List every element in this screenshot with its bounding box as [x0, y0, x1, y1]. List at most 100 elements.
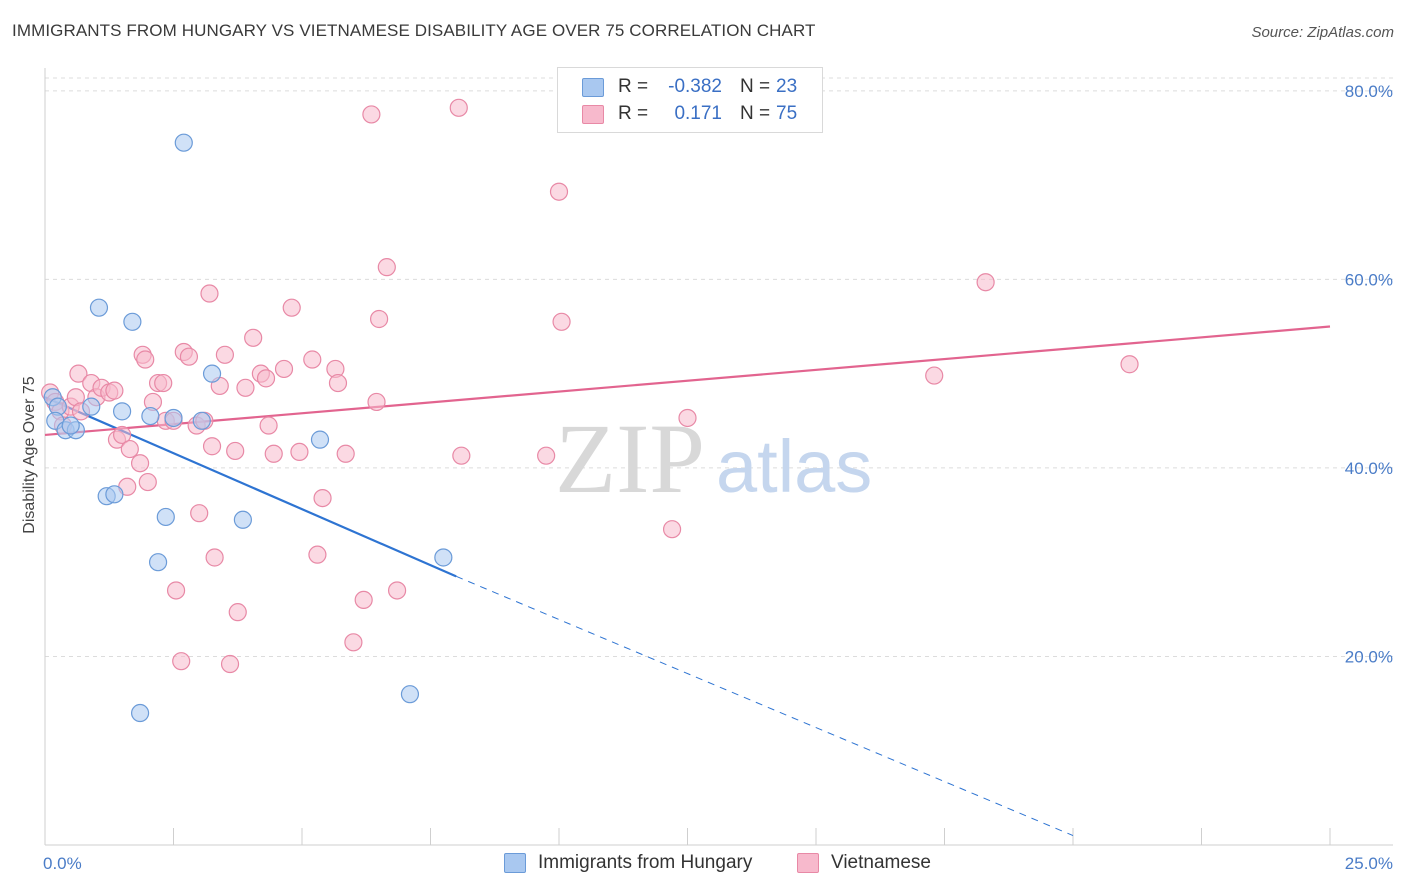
legend-n-label: N = [740, 103, 771, 124]
legend-item-hungary[interactable]: Immigrants from Hungary [504, 852, 752, 874]
legend-item-vietnamese[interactable]: Vietnamese [797, 852, 931, 874]
point-vietnamese [105, 381, 124, 400]
point-hungary [310, 430, 330, 449]
point-vietnamese [552, 312, 571, 331]
point-vietnamese [549, 182, 569, 201]
point-hungary [174, 133, 193, 152]
y-tick-label: 60.0% [1345, 270, 1393, 289]
point-vietnamese [215, 345, 234, 364]
legend-swatch-blue [582, 77, 604, 97]
point-vietnamese [259, 416, 278, 435]
y-tick-label: 40.0% [1345, 459, 1393, 478]
watermark: ZIP atlas [555, 403, 872, 514]
point-vietnamese [678, 408, 697, 428]
point-vietnamese [256, 369, 276, 388]
point-vietnamese [308, 545, 327, 564]
point-hungary [123, 312, 142, 331]
point-vietnamese [662, 520, 682, 539]
point-vietnamese [236, 378, 255, 397]
point-hungary [164, 408, 183, 428]
point-hungary [148, 553, 168, 572]
point-hungary [202, 364, 222, 383]
point-hungary [156, 507, 175, 527]
point-hungary [130, 703, 150, 723]
point-vietnamese [244, 328, 263, 347]
chart-title: IMMIGRANTS FROM HUNGARY VS VIETNAMESE DI… [12, 21, 816, 40]
point-vietnamese [537, 446, 556, 465]
y-axis-label: Disability Age Over 75 [21, 376, 38, 534]
legend-row-vietnamese: R = 0.171 N = 75 [582, 101, 797, 127]
legend-swatch-pink [582, 104, 604, 124]
series-legend: Immigrants from Hungary Vietnamese [0, 852, 1406, 878]
legend-row-hungary: R = -0.382 N = 23 [582, 74, 797, 100]
x-tick-max: 25.0% [1345, 854, 1393, 873]
point-hungary [89, 298, 109, 317]
source-label: Source: ZipAtlas.com [1251, 24, 1394, 41]
point-vietnamese [130, 454, 150, 473]
point-vietnamese [264, 444, 283, 463]
stats-legend: R = -0.382 N = 23 R = 0.171 N = 75 [557, 67, 823, 133]
legend-r-label: R = [618, 103, 649, 124]
point-vietnamese [313, 488, 332, 508]
point-vietnamese [387, 581, 407, 600]
point-vietnamese [976, 273, 995, 292]
point-hungary [82, 397, 101, 416]
legend-n-value: 23 [776, 76, 798, 97]
point-vietnamese [172, 652, 191, 671]
point-vietnamese [190, 504, 209, 523]
point-hungary [112, 402, 132, 421]
point-vietnamese [452, 446, 471, 465]
point-vietnamese [328, 373, 348, 393]
points-layer [41, 98, 1139, 723]
point-vietnamese [336, 444, 355, 463]
legend-n-value: 75 [776, 103, 798, 124]
point-vietnamese [925, 366, 944, 385]
legend-label-vietnamese: Vietnamese [831, 852, 931, 873]
point-vietnamese [166, 581, 186, 600]
point-vietnamese [69, 364, 88, 383]
point-vietnamese [138, 472, 157, 492]
point-vietnamese [226, 441, 245, 461]
legend-r-label: R = [618, 76, 649, 97]
grid-layer: 20.0% 40.0% 60.0% 80.0% [45, 77, 1393, 666]
x-tick-min: 0.0% [43, 854, 82, 873]
point-vietnamese [370, 309, 389, 329]
point-vietnamese [362, 105, 381, 124]
point-vietnamese [274, 359, 294, 379]
legend-n-label: N = [740, 76, 771, 97]
y-tick-label: 80.0% [1345, 82, 1393, 101]
trendline-hungary-extension [456, 575, 1074, 837]
point-vietnamese [220, 654, 240, 674]
point-vietnamese [282, 298, 301, 317]
legend-r-value: 0.171 [674, 103, 722, 124]
legend-swatch-pink [797, 853, 819, 873]
trendline-vietnamese [44, 325, 1331, 437]
point-vietnamese [202, 437, 222, 456]
point-vietnamese [367, 392, 386, 412]
point-vietnamese [179, 347, 199, 366]
trendline-hungary [44, 396, 457, 578]
point-vietnamese [228, 603, 247, 622]
point-hungary [61, 416, 80, 435]
point-hungary [233, 510, 252, 529]
trend-layer [44, 325, 1331, 837]
point-vietnamese [290, 442, 309, 462]
point-vietnamese [377, 258, 396, 277]
point-vietnamese [354, 590, 373, 610]
point-hungary [105, 485, 124, 504]
axes-layer [44, 68, 1393, 846]
legend-r-value: -0.382 [668, 76, 722, 97]
point-hungary [434, 548, 453, 567]
point-vietnamese [1120, 355, 1139, 374]
point-vietnamese [205, 548, 224, 567]
point-vietnamese [449, 98, 468, 117]
watermark-atlas: atlas [716, 425, 872, 508]
point-hungary [192, 411, 211, 430]
point-vietnamese [344, 633, 363, 652]
y-tick-label: 20.0% [1345, 647, 1393, 666]
legend-label-hungary: Immigrants from Hungary [538, 852, 753, 873]
point-vietnamese [154, 373, 173, 393]
legend-swatch-blue [504, 853, 526, 873]
point-hungary [400, 685, 420, 704]
